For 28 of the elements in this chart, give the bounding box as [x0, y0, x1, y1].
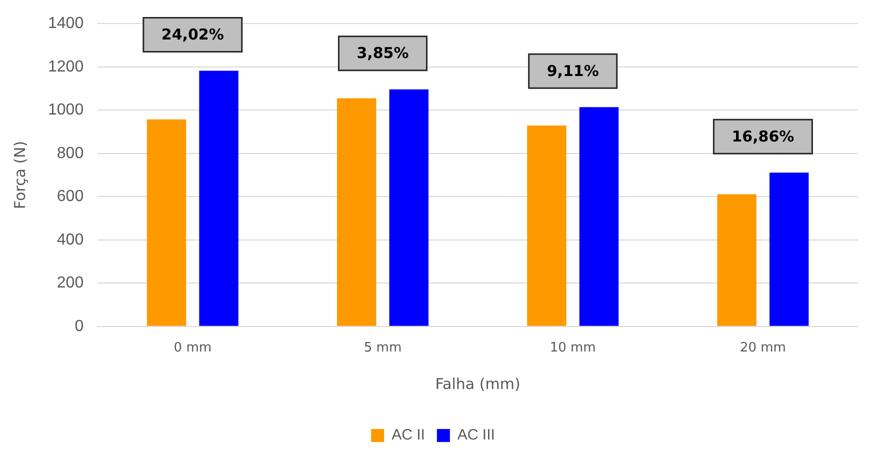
- annotation: 24,02%: [161, 26, 224, 44]
- bar: [527, 125, 566, 326]
- y-tick-label: 1000: [48, 102, 84, 119]
- bar: [199, 70, 238, 326]
- legend-label: AC III: [457, 426, 495, 444]
- y-tick-label: 600: [56, 188, 84, 206]
- annotation: 3,85%: [356, 44, 409, 62]
- y-tick-label: 1400: [48, 15, 84, 32]
- x-tick-label: 5 mm: [364, 340, 402, 356]
- annotation: 16,86%: [732, 128, 794, 146]
- bar: [769, 172, 809, 326]
- y-tick-label: 400: [56, 231, 84, 248]
- y-tick-label: 800: [56, 144, 84, 162]
- annotation: 9,11%: [546, 62, 599, 80]
- x-axis-title: Falha (mm): [435, 374, 520, 393]
- x-tick-label: 10 mm: [550, 340, 596, 356]
- x-tick-label: 20 mm: [740, 340, 786, 356]
- y-tick-label: 200: [56, 274, 84, 292]
- y-tick-label: 1200: [48, 58, 84, 76]
- y-axis-title: Força (N): [10, 140, 29, 210]
- bar: [146, 119, 186, 326]
- bar: [717, 194, 756, 326]
- bar: [389, 89, 428, 326]
- bar: [337, 98, 376, 326]
- y-tick-label: 0: [74, 318, 84, 335]
- legend-label: AC II: [392, 426, 425, 444]
- bar: [579, 107, 619, 326]
- x-tick-label: 0 mm: [174, 340, 212, 356]
